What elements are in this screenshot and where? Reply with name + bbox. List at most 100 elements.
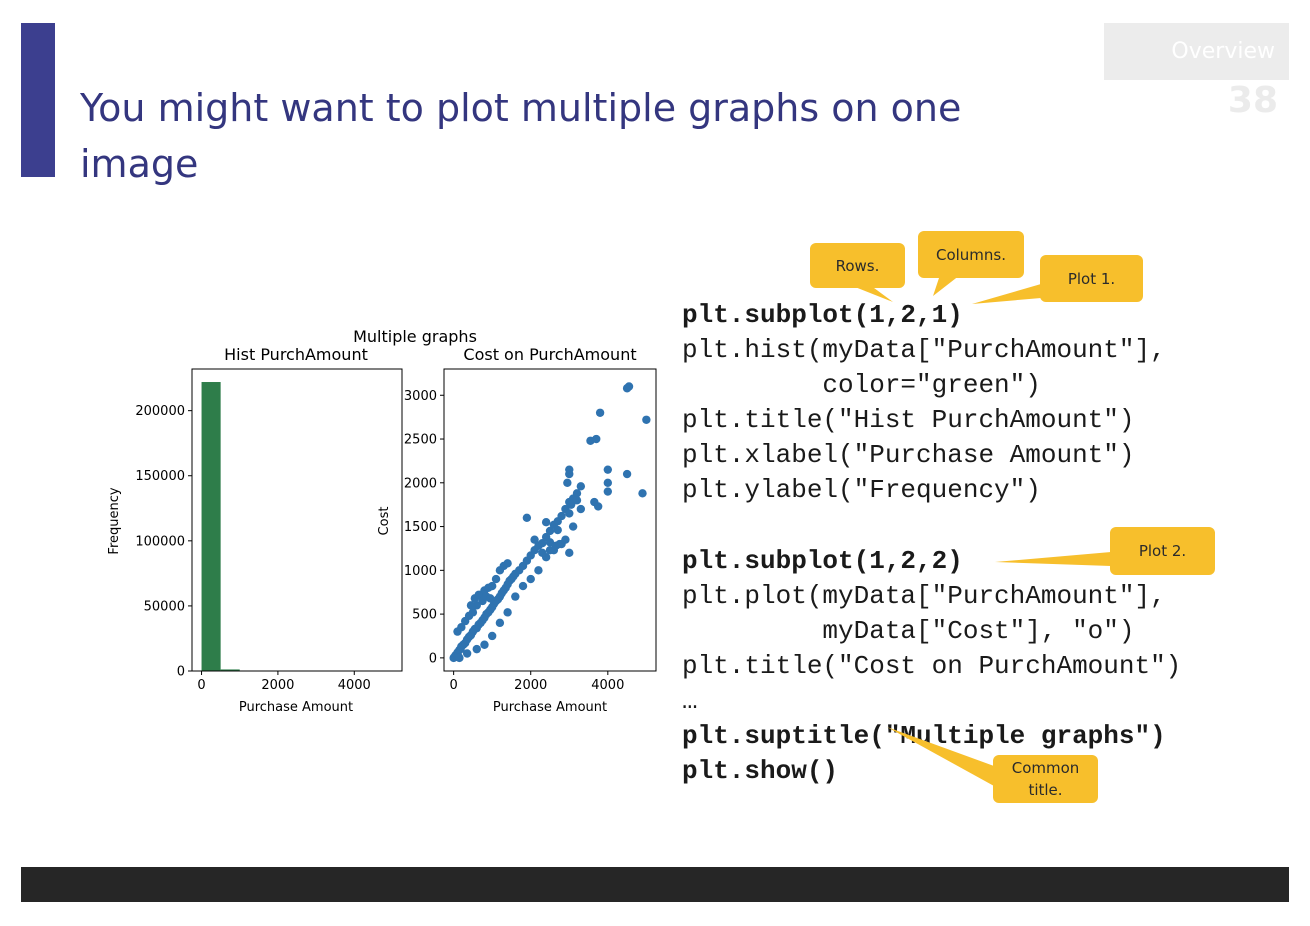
figure-suptitle: Multiple graphs (353, 327, 477, 346)
scatter-point (486, 594, 495, 603)
scatter-point (572, 496, 582, 505)
scatter-point (480, 640, 489, 649)
histogram-xlabel: Purchase Amount (239, 700, 353, 715)
page-title: You might want to plot multiple graphs o… (80, 86, 962, 186)
plot1-callout-pointer (972, 284, 1041, 304)
scatter-point (565, 465, 574, 474)
scatter-point (565, 509, 574, 518)
page-number: 38 (1227, 80, 1278, 121)
scatter-point (487, 581, 497, 591)
scatter-panel: Cost on PurchAmount Purchase Amount Cost… (377, 345, 657, 715)
scatter-point (491, 574, 501, 584)
scatter-point (495, 618, 505, 628)
histogram-xtick-label: 4000 (338, 678, 371, 693)
scatter-point (522, 513, 532, 523)
scatter-point (472, 644, 481, 654)
plot2-callout: Plot 2. (1110, 527, 1215, 575)
scatter-ytick-label: 3000 (404, 389, 437, 404)
plot1-callout: Plot 1. (1040, 255, 1143, 302)
scatter-point (593, 502, 603, 511)
scatter-point (455, 653, 464, 663)
histogram-xtick-label: 2000 (261, 678, 294, 693)
scatter-point (622, 469, 632, 479)
scatter-ytick-label: 1500 (404, 520, 437, 535)
scatter-ytick-label: 500 (412, 608, 437, 623)
scatter-point (503, 608, 512, 617)
histogram-ylabel: Frequency (107, 487, 122, 554)
common-title-callout-pointer (887, 727, 994, 786)
scatter-point (624, 382, 634, 391)
matplotlib-figure: Multiple graphs Hist PurchAmount Purchas… (95, 322, 665, 721)
scatter-point (561, 535, 570, 544)
scatter-point (567, 500, 576, 509)
section-tab[interactable]: Overview (1104, 23, 1289, 80)
histogram-ytick-label: 100000 (135, 534, 185, 549)
scatter-point (603, 465, 613, 474)
scatter-point (568, 522, 578, 531)
scatter-point (576, 482, 586, 491)
plot2-callout-pointer (995, 552, 1111, 566)
scatter-point (592, 434, 601, 444)
code-line-subplot-2: plt.subplot(1,2,2) (682, 546, 963, 576)
scatter-point (534, 566, 543, 575)
code-line-plot-cost: myData["Cost"], "o") (682, 616, 1135, 646)
scatter-xtick-label: 0 (449, 678, 457, 693)
scatter-ytick-label: 1000 (404, 564, 437, 579)
scatter-point (503, 559, 512, 568)
footer-bar (21, 867, 1289, 902)
scatter-point (541, 517, 551, 527)
code-line-hist: plt.hist(myData["PurchAmount"], (682, 335, 1166, 365)
columns-callout: Columns. (918, 231, 1024, 278)
code-line-xlabel: plt.xlabel("Purchase Amount") (682, 440, 1135, 470)
code-line-suptitle: plt.suptitle("Multiple graphs") (682, 721, 1166, 751)
scatter-point (642, 415, 651, 424)
scatter-point (472, 601, 481, 610)
scatter-xtick-label: 2000 (514, 678, 547, 693)
histogram-bar (220, 669, 240, 671)
scatter-point (545, 546, 555, 555)
scatter-point (553, 525, 562, 535)
scatter-point (563, 478, 572, 487)
scatter-point (526, 574, 535, 584)
scatter-xtick-label: 4000 (591, 678, 624, 693)
code-line-show: plt.show() (682, 756, 839, 786)
histogram-ytick-label: 0 (177, 665, 185, 680)
histogram-ytick-label: 200000 (135, 404, 185, 419)
scatter-point (462, 649, 472, 658)
histogram-title: Hist PurchAmount (224, 345, 368, 364)
scatter-point (545, 526, 555, 536)
title-accent-bar (21, 23, 55, 177)
scatter-point (468, 608, 478, 617)
histogram-axes-frame (191, 368, 403, 672)
scatter-point (538, 548, 547, 558)
scatter-ytick-label: 2000 (404, 476, 437, 491)
code-line-ylabel: plt.ylabel("Frequency") (682, 475, 1041, 505)
code-line-subplot-1: plt.subplot(1,2,1) (682, 300, 963, 330)
common-title-callout: Common title. (993, 755, 1098, 803)
scatter-point (557, 511, 566, 521)
scatter-point (638, 489, 647, 498)
scatter-point (518, 581, 528, 591)
scatter-point (555, 539, 564, 549)
scatter-ytick-label: 0 (429, 651, 437, 666)
histogram-ytick-label: 50000 (144, 599, 185, 614)
scatter-point (603, 487, 613, 496)
scatter-point (565, 548, 574, 558)
scatter-point (595, 408, 605, 417)
histogram-ytick-label: 150000 (135, 469, 185, 484)
scatter-point (538, 538, 547, 548)
scatter-ytick-label: 2500 (404, 433, 437, 448)
scatter-point (466, 601, 476, 610)
scatter-point (511, 592, 520, 601)
rows-callout: Rows. (810, 243, 905, 288)
columns-callout-pointer (933, 275, 960, 296)
scatter-point (576, 504, 586, 514)
scatter-point (457, 623, 466, 632)
scatter-title: Cost on PurchAmount (463, 345, 636, 364)
scatter-axes-frame (443, 368, 657, 672)
figure-canvas: Multiple graphs Hist PurchAmount Purchas… (107, 327, 657, 715)
histogram-panel: Hist PurchAmount Purchase Amount Frequen… (107, 345, 403, 715)
rows-callout-pointer (850, 285, 893, 302)
scatter-xlabel: Purchase Amount (493, 700, 607, 715)
scatter-point (572, 489, 582, 498)
